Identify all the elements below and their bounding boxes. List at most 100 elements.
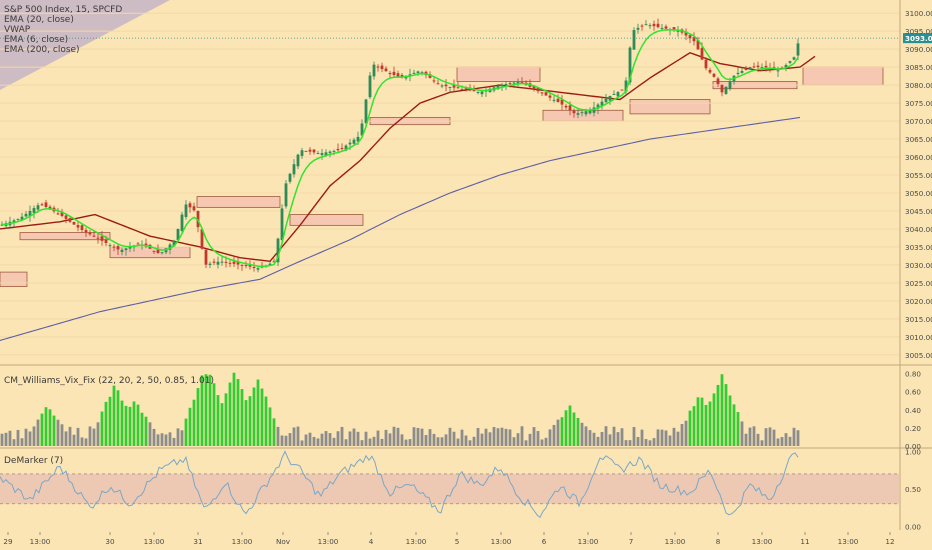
candle-body xyxy=(376,66,380,68)
vix-bar xyxy=(236,379,240,446)
vix-bar xyxy=(256,379,260,446)
vix-bar xyxy=(100,411,104,446)
candle-body xyxy=(620,89,624,91)
vix-bar xyxy=(764,428,768,446)
vix-fix-label[interactable]: CM_Williams_Vix_Fix (22, 20, 2, 50, 0.85… xyxy=(4,376,215,386)
vix-bar xyxy=(504,428,508,446)
vix-bar xyxy=(492,427,496,446)
study-ema-6[interactable]: EMA (6, close) xyxy=(4,35,69,45)
zone-box xyxy=(802,66,884,86)
vix-bar xyxy=(456,438,460,446)
candle-body xyxy=(452,84,456,88)
demarker-label[interactable]: DeMarker (7) xyxy=(4,456,64,466)
candle-body xyxy=(532,85,536,90)
vix-bar xyxy=(648,440,652,446)
candle-body xyxy=(368,75,372,98)
candle-body xyxy=(60,211,64,217)
vix-bar xyxy=(56,419,60,446)
vix-bar xyxy=(164,434,168,446)
vix-bar xyxy=(468,440,472,446)
vix-bar xyxy=(228,382,232,446)
price-tick-label: 3015.00 xyxy=(905,315,932,324)
vix-bar xyxy=(568,405,572,446)
vix-bar xyxy=(716,384,720,446)
vix-bar xyxy=(696,397,700,446)
vix-bar xyxy=(88,426,92,446)
candle-body xyxy=(436,83,440,85)
candle-body xyxy=(392,71,396,76)
time-tick-label: 5 xyxy=(455,537,460,546)
candle-body xyxy=(724,86,728,94)
study-ema-20[interactable]: EMA (20, close) xyxy=(4,15,74,25)
vix-bar xyxy=(60,424,64,446)
vix-bar xyxy=(532,427,536,446)
vix-bar xyxy=(452,431,456,446)
study-vwap[interactable]: VWAP xyxy=(4,25,31,35)
time-tick-label: 13:00 xyxy=(838,537,859,546)
vix-tick-label: 0.00 xyxy=(905,442,921,451)
candle-body xyxy=(356,136,360,142)
candle-body xyxy=(420,72,424,74)
candle-body xyxy=(152,250,156,252)
candle-body xyxy=(16,218,20,220)
vix-bar xyxy=(364,431,368,446)
vix-bar xyxy=(472,436,476,446)
time-tick-label: 8 xyxy=(716,537,721,546)
vix-bar xyxy=(604,426,608,446)
vix-bar xyxy=(676,431,680,446)
candle-body xyxy=(336,148,340,151)
vix-bar xyxy=(20,438,24,446)
candle-body xyxy=(100,236,104,241)
time-axis[interactable]: 29 13:00 30 13:00 31 13:00 Nov 13:00 4 13:00 5 13:0… xyxy=(3,532,895,546)
time-tick-label: 13:00 xyxy=(491,537,512,546)
vix-bar xyxy=(496,428,500,446)
symbol-title[interactable]: S&P 500 Index, 15, SPCFD xyxy=(4,5,123,15)
vix-bar xyxy=(540,439,544,446)
vix-bar xyxy=(292,427,296,446)
candle-body xyxy=(244,264,248,266)
price-tick-label: 3020.00 xyxy=(905,297,932,306)
price-axis[interactable]: 3100.00 3095.00 3090.00 3085.00 3080.00 3075.… xyxy=(905,9,932,360)
candle-body xyxy=(632,30,636,50)
candle-body xyxy=(692,37,696,42)
candle-body xyxy=(80,225,84,231)
vix-bar xyxy=(564,410,568,446)
study-ema-200[interactable]: EMA (200, close) xyxy=(4,45,80,55)
vix-bar xyxy=(596,436,600,446)
vix-bar xyxy=(140,412,144,446)
candle-body xyxy=(704,59,708,69)
candle-body xyxy=(236,261,240,265)
price-tick-label: 3030.00 xyxy=(905,261,932,270)
candle-body xyxy=(180,214,184,231)
candle-body xyxy=(192,206,196,211)
candle-body xyxy=(280,208,284,241)
vix-bar xyxy=(536,431,540,446)
candle-body xyxy=(548,95,552,98)
price-tick-label: 3055.00 xyxy=(905,171,932,180)
vix-bar xyxy=(444,434,448,446)
vix-bar xyxy=(52,415,56,446)
candle-body xyxy=(684,31,688,36)
vix-bar xyxy=(420,428,424,446)
candle-body xyxy=(384,68,388,72)
vix-bar xyxy=(424,435,428,446)
vix-bar xyxy=(612,426,616,446)
candle-body xyxy=(316,153,320,155)
vix-tick-label: 0.60 xyxy=(905,388,921,397)
candle-body xyxy=(616,92,620,97)
vix-bar xyxy=(500,427,504,446)
price-tick-label: 3085.00 xyxy=(905,63,932,72)
candle-body xyxy=(352,139,356,144)
vix-bar xyxy=(200,375,204,446)
candle-body xyxy=(460,89,464,91)
demarker-tick-label: 0.00 xyxy=(905,522,921,531)
vix-bar xyxy=(616,432,620,446)
time-tick-label: 13:00 xyxy=(30,537,51,546)
candle-body xyxy=(576,113,580,115)
candle-body xyxy=(736,72,740,74)
vix-bar xyxy=(700,397,704,446)
vix-bar xyxy=(344,439,348,446)
vix-bar xyxy=(64,431,68,446)
vix-bar xyxy=(68,426,72,446)
vix-bar xyxy=(4,432,8,446)
